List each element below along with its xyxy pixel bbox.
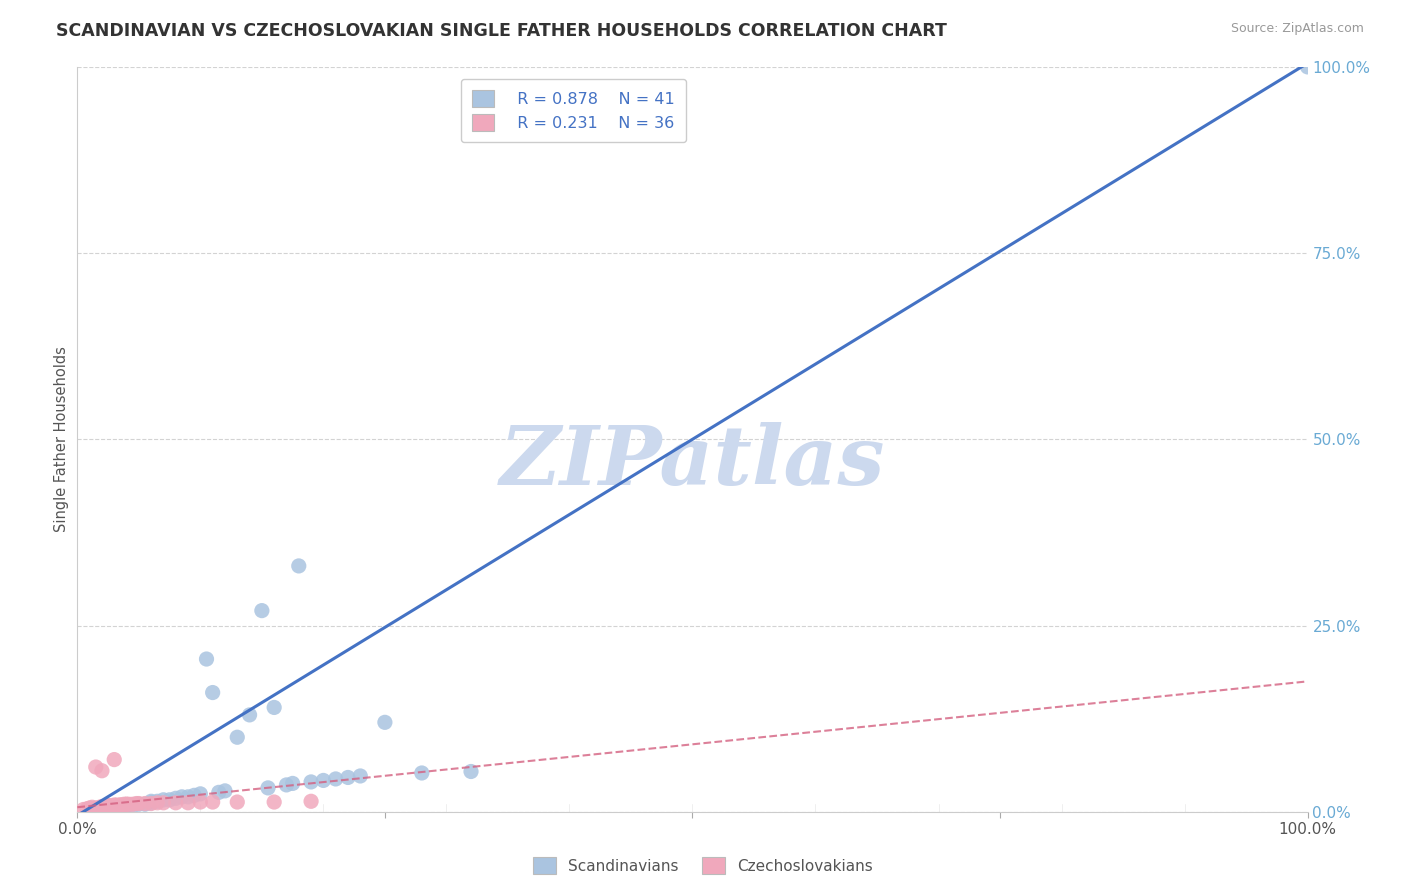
Point bbox=[226, 795, 249, 809]
Point bbox=[84, 801, 107, 815]
Point bbox=[263, 795, 285, 809]
Point bbox=[146, 796, 169, 810]
Point bbox=[201, 685, 224, 699]
Point bbox=[374, 715, 396, 730]
Text: SCANDINAVIAN VS CZECHOSLOVAKIAN SINGLE FATHER HOUSEHOLDS CORRELATION CHART: SCANDINAVIAN VS CZECHOSLOVAKIAN SINGLE F… bbox=[56, 22, 948, 40]
Point bbox=[190, 795, 212, 809]
Point bbox=[141, 797, 163, 811]
Point bbox=[349, 769, 371, 783]
Point bbox=[110, 797, 132, 812]
Point bbox=[103, 800, 125, 814]
Point bbox=[165, 796, 187, 810]
Point bbox=[115, 797, 138, 812]
Point bbox=[82, 800, 104, 814]
Point bbox=[460, 764, 482, 779]
Point bbox=[312, 773, 335, 788]
Point bbox=[411, 766, 433, 780]
Point bbox=[128, 797, 150, 812]
Point bbox=[103, 797, 125, 812]
Point bbox=[97, 798, 120, 813]
Point bbox=[1296, 60, 1319, 74]
Point bbox=[170, 789, 193, 804]
Point bbox=[115, 798, 138, 813]
Point bbox=[152, 796, 174, 810]
Point bbox=[110, 800, 132, 814]
Point bbox=[84, 760, 107, 774]
Point bbox=[112, 797, 135, 812]
Point bbox=[208, 785, 231, 799]
Point bbox=[90, 764, 114, 778]
Point bbox=[325, 772, 347, 786]
Point bbox=[105, 797, 128, 812]
Point bbox=[214, 784, 236, 798]
Point bbox=[250, 604, 273, 618]
Point bbox=[84, 802, 107, 816]
Legend: Scandinavians, Czechoslovakians: Scandinavians, Czechoslovakians bbox=[527, 851, 879, 880]
Point bbox=[115, 797, 138, 812]
Point bbox=[141, 794, 163, 808]
Point bbox=[257, 780, 280, 795]
Point bbox=[93, 799, 115, 814]
Point bbox=[125, 797, 148, 811]
Point bbox=[134, 797, 156, 812]
Point bbox=[90, 802, 114, 816]
Point bbox=[128, 797, 150, 811]
Text: ZIPatlas: ZIPatlas bbox=[499, 422, 886, 501]
Point bbox=[121, 798, 143, 813]
Point bbox=[72, 802, 94, 816]
Point bbox=[79, 801, 101, 815]
Y-axis label: Single Father Households: Single Father Households bbox=[53, 346, 69, 533]
Point bbox=[90, 799, 114, 814]
Point bbox=[103, 753, 125, 767]
Point bbox=[299, 794, 322, 808]
Point bbox=[134, 797, 156, 811]
Point bbox=[276, 778, 298, 792]
Point bbox=[97, 801, 120, 815]
Point bbox=[183, 789, 205, 803]
Legend:   R = 0.878    N = 41,   R = 0.231    N = 36: R = 0.878 N = 41, R = 0.231 N = 36 bbox=[461, 78, 686, 142]
Point bbox=[165, 791, 187, 805]
Point bbox=[195, 652, 218, 666]
Point bbox=[103, 801, 125, 815]
Point bbox=[190, 787, 212, 801]
Point bbox=[299, 775, 322, 789]
Point bbox=[89, 800, 111, 814]
Point bbox=[201, 795, 224, 809]
Point bbox=[101, 798, 124, 813]
Point bbox=[281, 776, 304, 790]
Point bbox=[146, 794, 169, 808]
Point bbox=[288, 558, 311, 573]
Text: Source: ZipAtlas.com: Source: ZipAtlas.com bbox=[1230, 22, 1364, 36]
Point bbox=[152, 793, 174, 807]
Point bbox=[177, 789, 200, 804]
Point bbox=[226, 730, 249, 744]
Point bbox=[110, 797, 132, 812]
Point bbox=[177, 796, 200, 810]
Point bbox=[239, 707, 262, 722]
Point bbox=[76, 802, 98, 816]
Point bbox=[159, 793, 181, 807]
Point bbox=[263, 700, 285, 714]
Point bbox=[337, 771, 360, 785]
Point bbox=[118, 797, 141, 812]
Point bbox=[121, 797, 143, 812]
Point bbox=[141, 796, 163, 810]
Point bbox=[97, 798, 120, 813]
